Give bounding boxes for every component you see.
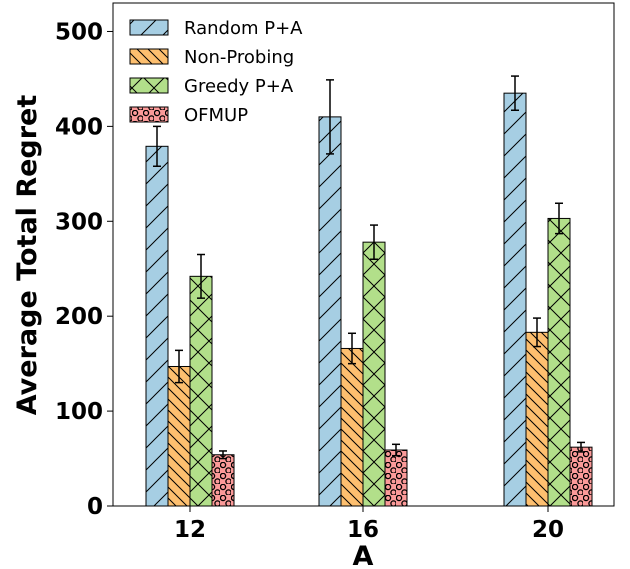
y-tick-label-400: 400 bbox=[55, 114, 103, 140]
legend-swatch-hatch-greedy-p-a bbox=[129, 77, 169, 94]
y-tick-label-0: 0 bbox=[87, 494, 103, 520]
bar-random-p-a-16-hatch bbox=[318, 116, 342, 507]
legend-swatch-hatch-ofmup bbox=[129, 106, 169, 123]
x-tick-label-12: 12 bbox=[174, 517, 206, 543]
bar-ofmup-20-hatch bbox=[569, 446, 593, 507]
x-tick-label-20: 20 bbox=[532, 517, 564, 543]
legend-label-ofmup: OFMUP bbox=[184, 105, 248, 126]
y-axis-label: Average Total Regret bbox=[12, 95, 43, 416]
legend-label-greedy-p-a: Greedy P+A bbox=[184, 76, 294, 97]
legend-label-non-probing: Non-Probing bbox=[184, 47, 294, 68]
x-axis-label: A bbox=[353, 541, 374, 569]
x-tick-label-16: 16 bbox=[347, 517, 379, 543]
bar-ofmup-12-hatch bbox=[211, 454, 235, 507]
legend-swatch-hatch-random-p-a bbox=[129, 19, 169, 36]
bar-non-probing-20-hatch bbox=[525, 331, 549, 507]
bar-random-p-a-12-hatch bbox=[145, 145, 169, 507]
x-axis: 12 16 20 bbox=[174, 506, 564, 543]
bar-random-p-a-20-hatch bbox=[503, 92, 527, 507]
bar-greedy-p-a-12-hatch bbox=[189, 275, 213, 507]
bar-non-probing-16-hatch bbox=[340, 347, 364, 507]
y-tick-label-100: 100 bbox=[55, 399, 103, 425]
legend-label-random-p-a: Random P+A bbox=[184, 18, 303, 39]
y-tick-label-300: 300 bbox=[55, 209, 103, 235]
bars bbox=[145, 92, 593, 507]
bar-ofmup-16-hatch bbox=[384, 449, 408, 507]
legend-swatch-hatch-non-probing bbox=[129, 48, 169, 65]
error-bars bbox=[153, 75, 585, 460]
bar-greedy-p-a-20-hatch bbox=[547, 217, 571, 507]
y-axis: 0 100 200 300 400 500 bbox=[55, 19, 113, 520]
legend: Random P+A Non-Probing Greedy P+A OFMUP bbox=[129, 18, 303, 126]
bar-non-probing-12-hatch bbox=[167, 365, 191, 507]
y-tick-label-500: 500 bbox=[55, 19, 103, 45]
bar-greedy-p-a-16-hatch bbox=[362, 241, 386, 507]
y-tick-label-200: 200 bbox=[55, 304, 103, 330]
